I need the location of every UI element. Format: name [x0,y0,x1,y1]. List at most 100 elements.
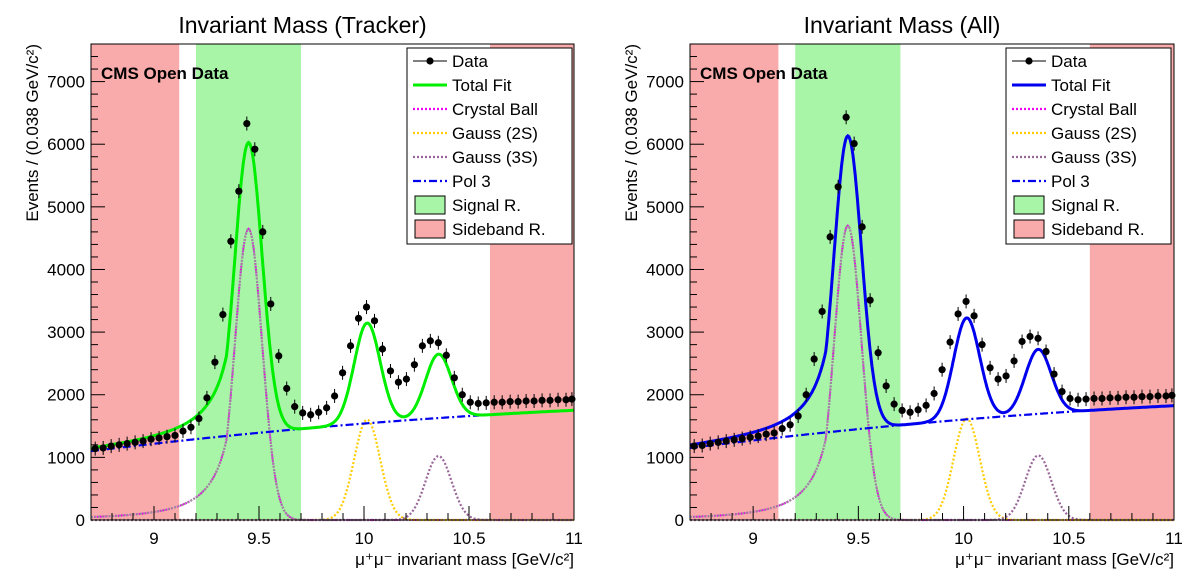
y-tick-label: 4000 [47,260,85,279]
data-point [1026,332,1034,341]
data-point [818,307,826,316]
data-point [482,399,490,407]
data-point [842,113,850,121]
data-point [690,442,698,450]
legend-label: Data [1051,52,1087,71]
legend-label: Data [452,52,488,71]
data-point [466,398,474,406]
data-point [1010,357,1018,365]
data-point [954,310,962,318]
data-point [315,408,323,416]
data-point [714,438,722,446]
data-point [410,361,418,369]
data-point [1130,393,1138,401]
data-point [962,297,970,306]
data-point [1138,393,1146,401]
data-point [826,233,834,241]
y-axis-label: Events / (0.038 GeV/c²) [622,44,641,222]
data-point [131,438,139,446]
data-point [299,409,307,417]
y-tick-label: 0 [76,511,85,530]
data-point [1098,394,1106,403]
data-point [195,414,203,423]
data-point [163,433,171,441]
crystal-ball-shadow-curve [689,224,1174,522]
legend-label: Pol 3 [452,172,491,191]
data-point [370,317,379,325]
data-point [107,442,115,450]
data-point [227,237,235,245]
x-tick-label: 11 [1165,529,1183,548]
data-point [259,228,267,236]
x-tick-label: 9 [149,529,158,548]
legend-label: Signal R. [1051,196,1120,215]
y-tick-label: 2000 [47,386,85,405]
data-point [291,403,299,411]
y-tick-label: 5000 [646,198,684,217]
data-point [1034,334,1042,342]
legend-label: Pol 3 [1051,172,1090,191]
data-point [251,145,259,153]
legend-label: Sideband R. [452,220,546,239]
data-point [786,421,794,429]
legend-label: Crystal Ball [452,100,538,119]
data-point [1018,337,1026,346]
data-point [171,431,179,440]
data-point [307,411,315,419]
data-point [1002,372,1010,380]
data-point [874,349,882,357]
data-point [970,312,978,320]
data-point [938,366,946,374]
data-point [450,374,458,382]
signal-region [196,44,301,520]
data-point [930,389,938,398]
x-tick-label: 11 [565,529,583,548]
data-point [722,437,730,445]
x-tick-label: 9 [748,529,757,548]
data-point [754,432,762,440]
data-point [858,223,866,231]
y-axis-label: Events / (0.038 GeV/c²) [23,44,42,222]
data-point [898,406,906,414]
legend-label: Gauss (3S) [452,148,538,167]
data-point [346,342,355,350]
data-point [1050,370,1058,378]
y-tick-label: 7000 [646,73,684,92]
data-point [1146,393,1154,401]
data-point [906,408,914,416]
y-tick-label: 0 [675,511,684,530]
cms-open-data-label: CMS Open Data [700,64,828,83]
data-point [418,342,426,350]
data-point [267,300,275,308]
data-point [706,439,714,448]
legend-label: Total Fit [452,76,512,95]
data-point [922,401,930,409]
data-point [738,434,746,443]
data-point [746,433,754,441]
data-point [1082,395,1090,403]
data-point [362,303,371,311]
x-tick-label: 9.5 [847,529,871,548]
y-tick-label: 7000 [47,73,85,92]
data-point [850,139,858,148]
data-point [243,119,251,128]
data-point [498,398,506,406]
x-tick-label: 10 [355,529,374,548]
y-tick-label: 3000 [47,323,85,342]
legend-label: Signal R. [452,196,521,215]
data-point [458,391,466,399]
data-point [394,378,403,386]
data-point [778,424,786,433]
data-point [794,412,802,420]
y-tick-label: 1000 [47,448,85,467]
signal-region [795,44,901,520]
data-point [1074,396,1082,404]
data-point [834,183,842,191]
data-point [770,429,778,437]
x-tick-label: 10 [954,529,973,548]
legend-label: Sideband R. [1051,220,1145,239]
y-tick-label: 2000 [646,386,684,405]
data-point [474,399,482,408]
cms-open-data-label: CMS Open Data [101,64,229,83]
